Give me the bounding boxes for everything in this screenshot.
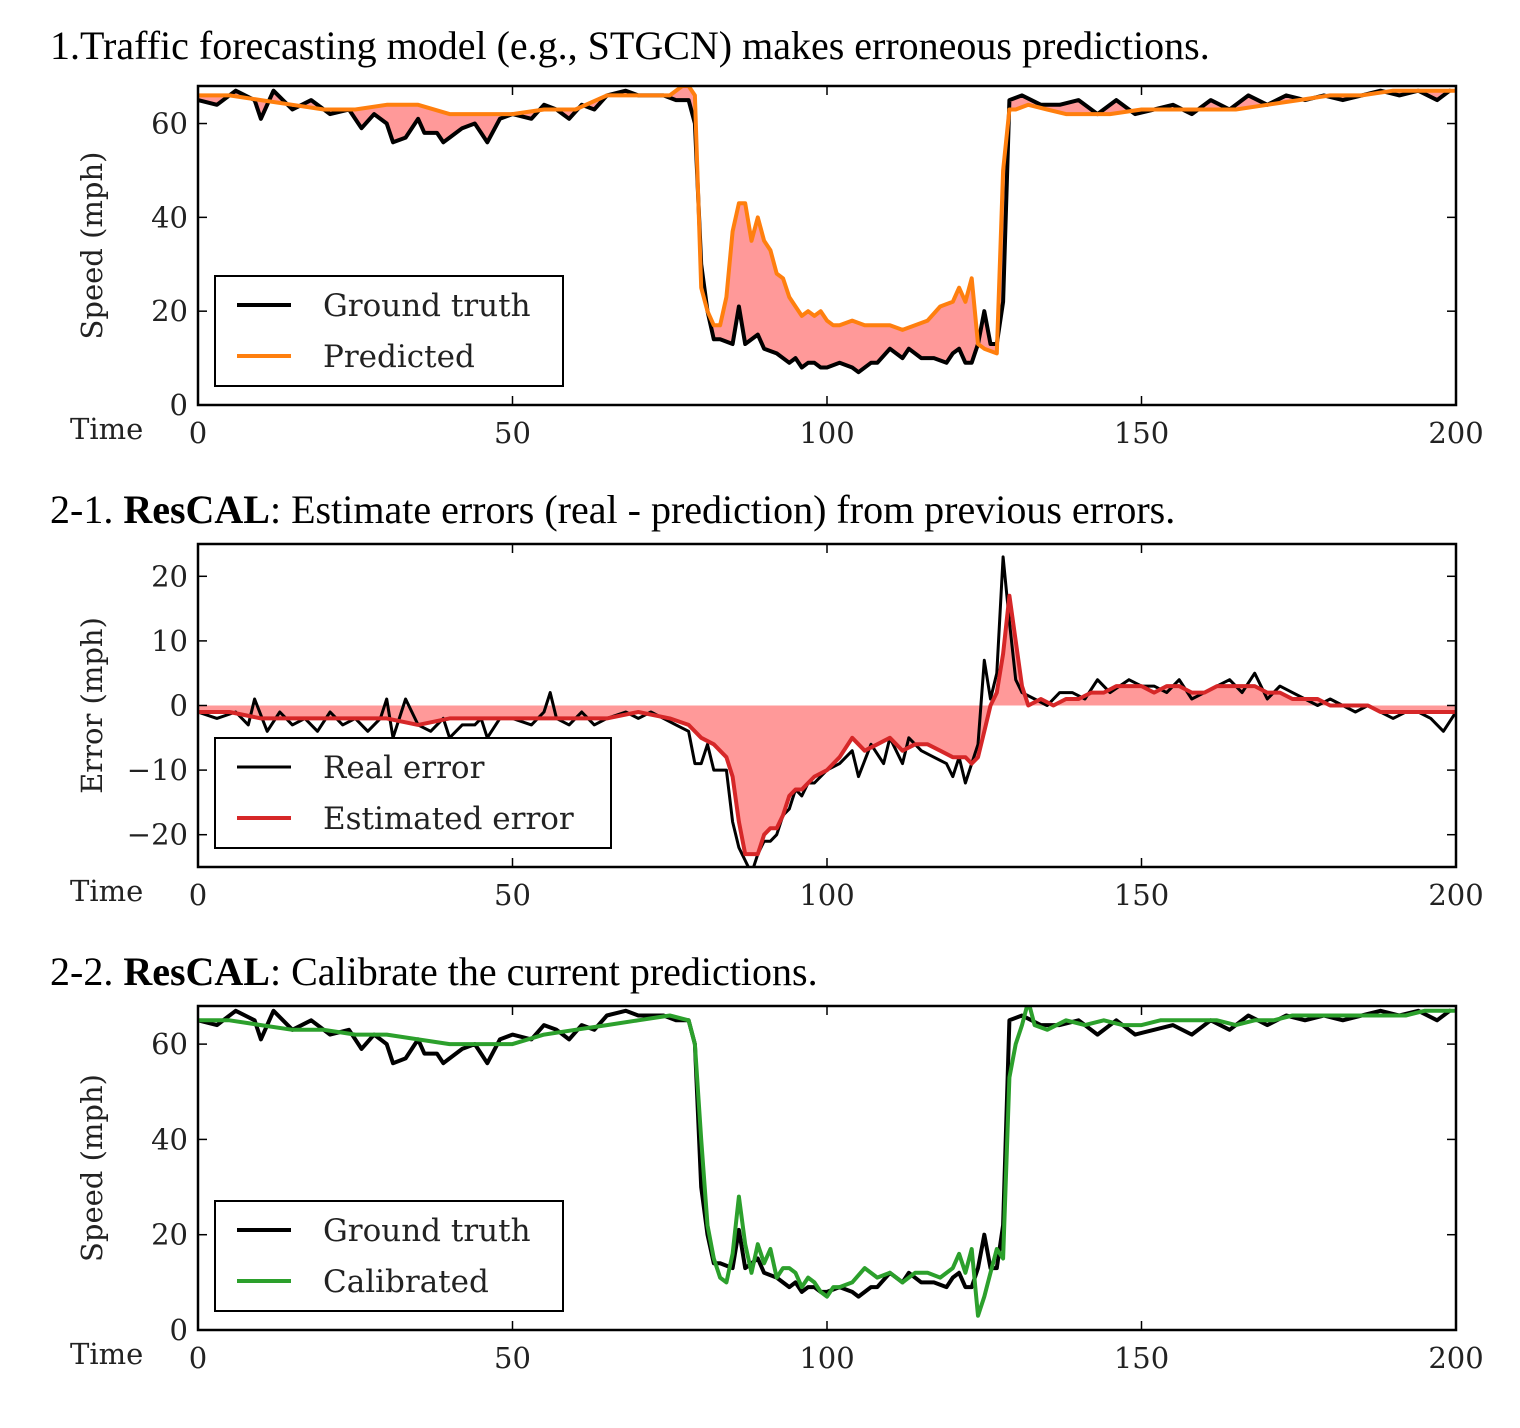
y-tick-label: 0 [170, 1313, 188, 1347]
chart-panel-2: 0 50 100 150 200 −20 −10 0 10 20 Time Error (mph) Re… [70, 542, 1484, 912]
plot-area [198, 555, 1456, 867]
x-tick-label: 0 [189, 416, 207, 450]
y-tick-label: 0 [170, 388, 188, 422]
series-line-calibrated [198, 1006, 1456, 1318]
legend-label-predicted: Predicted [323, 339, 475, 375]
panel2-title-bold: ResCAL [123, 487, 270, 532]
y-axis-label: Speed (mph) [75, 152, 109, 340]
y-tick-label: 20 [151, 1218, 188, 1252]
y-tick-label: −10 [127, 753, 188, 787]
y-tick-label: 0 [170, 689, 188, 723]
x-axis-label: Time [70, 874, 143, 908]
y-tick-label: 40 [151, 200, 188, 234]
legend-box [214, 1200, 564, 1312]
panel3-title-rest: : Calibrate the current predictions. [270, 949, 818, 994]
y-tick-label: 10 [151, 624, 188, 658]
x-tick-label: 150 [1114, 878, 1169, 912]
panel3-title-bold: ResCAL [123, 949, 270, 994]
y-axis-label: Speed (mph) [75, 1074, 109, 1262]
x-tick-label: 150 [1114, 1341, 1169, 1375]
y-tick-label: 60 [151, 107, 188, 141]
legend: Ground truth Calibrated [214, 1200, 564, 1312]
x-tick-label: 0 [189, 1341, 207, 1375]
x-tick-label: 150 [1114, 416, 1169, 450]
x-tick-label: 100 [799, 1341, 854, 1375]
y-tick-label: 60 [151, 1027, 188, 1061]
legend: Ground truth Predicted [214, 275, 564, 387]
legend-box [214, 275, 564, 387]
panel2-title-prefix: 2-1. [50, 487, 124, 532]
x-tick-label: 50 [494, 416, 531, 450]
chart-panel-3: 0 50 100 150 200 0 20 40 60 Time Speed (mph) Ground… [70, 1004, 1484, 1375]
x-tick-label: 0 [189, 878, 207, 912]
legend-label-ground-truth: Ground truth [323, 288, 531, 324]
chart-panel-1: 0 50 100 150 200 0 20 40 60 Time Speed (mph) Ground… [70, 84, 1484, 450]
legend: Real error Estimated error [214, 737, 612, 849]
plot-area [198, 86, 1456, 375]
panel1-title-text: 1.Traffic forecasting model (e.g., STGCN… [50, 23, 1210, 68]
y-axis-label: Error (mph) [75, 617, 109, 794]
legend-label-real-error: Real error [323, 750, 485, 786]
x-tick-label: 100 [799, 878, 854, 912]
x-tick-label: 100 [799, 416, 854, 450]
series-line-estimated-error [198, 593, 1456, 857]
y-tick-label: 20 [151, 559, 188, 593]
panel2-title-rest: : Estimate errors (real - prediction) fr… [270, 487, 1176, 532]
legend-label-calibrated: Calibrated [323, 1264, 489, 1300]
y-tick-label: 40 [151, 1122, 188, 1156]
y-tick-label: 20 [151, 294, 188, 328]
x-axis-label: Time [70, 412, 143, 446]
x-tick-label: 200 [1428, 416, 1483, 450]
plot-area [198, 1006, 1456, 1318]
legend-label-ground-truth: Ground truth [323, 1213, 531, 1249]
x-tick-label: 50 [494, 1341, 531, 1375]
x-tick-label: 200 [1428, 1341, 1483, 1375]
panel2-title: 2-1. ResCAL: Estimate errors (real - pre… [50, 486, 1175, 533]
x-tick-label: 50 [494, 878, 531, 912]
panel1-title: 1.Traffic forecasting model (e.g., STGCN… [50, 22, 1210, 69]
x-tick-label: 200 [1428, 878, 1483, 912]
y-tick-label: −20 [127, 818, 188, 852]
legend-box [214, 737, 612, 849]
legend-label-estimated-error: Estimated error [323, 801, 574, 837]
panel3-title-prefix: 2-2. [50, 949, 124, 994]
series-line-ground-truth [198, 1008, 1452, 1299]
error-fill-area [198, 595, 1456, 855]
series-line-ground-truth [198, 88, 1452, 375]
x-axis-label: Time [70, 1337, 143, 1371]
series-line-predicted [198, 86, 1456, 356]
panel3-title: 2-2. ResCAL: Calibrate the current predi… [50, 948, 818, 995]
